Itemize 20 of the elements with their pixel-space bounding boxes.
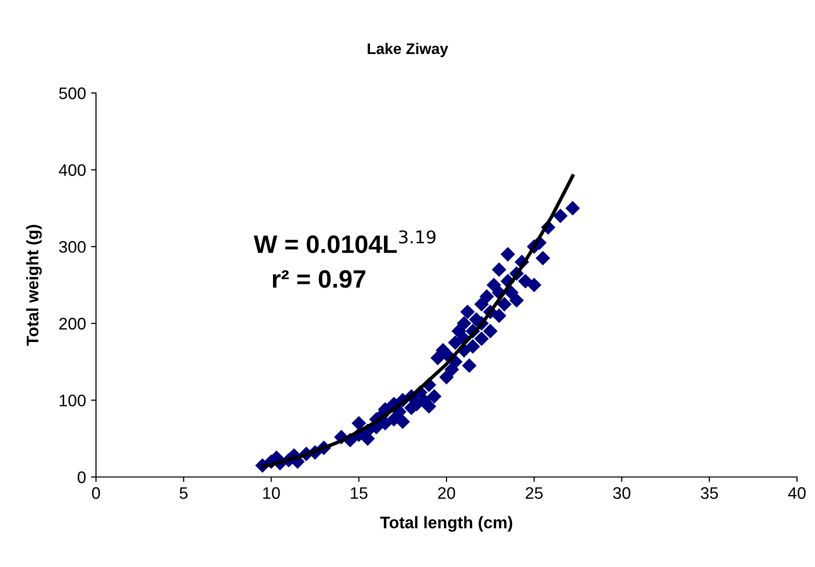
x-tick-label: 20 bbox=[438, 487, 456, 499]
x-tick-label: 10 bbox=[263, 487, 280, 499]
annotation: r² = 0.97 bbox=[272, 270, 366, 288]
x-tick-label: 15 bbox=[350, 487, 368, 499]
y-tick-label: 200 bbox=[59, 318, 86, 330]
y-tick-label: 100 bbox=[60, 394, 86, 406]
x-tick-label: 25 bbox=[526, 487, 543, 499]
y-tick-label: 400 bbox=[58, 164, 86, 176]
y-tick-label: 0 bbox=[78, 471, 86, 484]
y-tick-label: 500 bbox=[59, 87, 86, 100]
x-tick-label: 0 bbox=[92, 487, 100, 499]
x-tick-label: 35 bbox=[700, 487, 718, 499]
y-tick-label: 300 bbox=[59, 241, 86, 253]
annotation: W = 0.0104L$^{3.19}$ bbox=[254, 230, 436, 254]
x-tick-label: 5 bbox=[180, 487, 188, 499]
x-axis-title: Total length (cm) bbox=[380, 516, 512, 532]
y-axis-title: Total weight (g) bbox=[26, 224, 42, 346]
chart-title: Lake Ziway bbox=[368, 42, 448, 58]
x-tick-label: 40 bbox=[788, 487, 806, 499]
x-tick-label: 30 bbox=[613, 487, 630, 499]
